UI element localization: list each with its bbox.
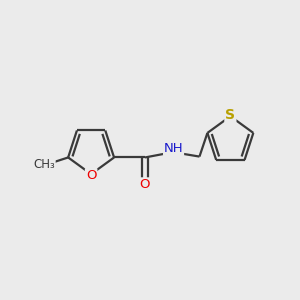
Text: O: O: [140, 178, 150, 191]
Text: S: S: [225, 108, 236, 122]
Text: O: O: [86, 169, 96, 182]
Text: CH₃: CH₃: [33, 158, 55, 171]
Text: NH: NH: [164, 142, 183, 155]
